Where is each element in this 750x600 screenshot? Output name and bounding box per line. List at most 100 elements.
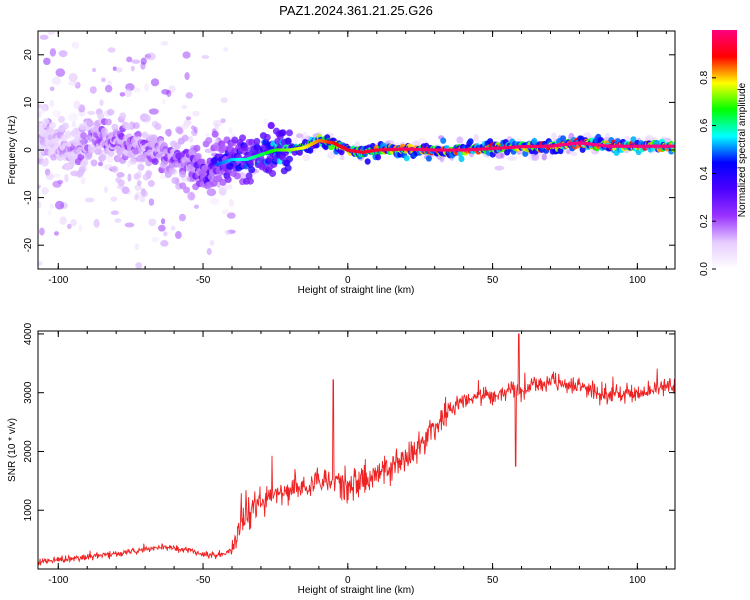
spectrogram-ridge-blob <box>284 137 292 145</box>
spectrogram-ridge-blob <box>86 119 94 127</box>
spectrogram-ridge-blob <box>145 170 153 178</box>
spectrogram-speckle <box>144 83 149 92</box>
spectrogram-ridge-blob <box>248 138 256 146</box>
spectrogram-speckle <box>49 99 55 108</box>
spectrogram-speckle <box>133 87 141 93</box>
spectrogram-ridge-blob <box>263 133 271 141</box>
spectrogram-speckle <box>39 227 45 236</box>
spectrogram-speckle <box>57 179 64 185</box>
spectrogram-ridge-blob <box>211 130 219 138</box>
spectrogram-speckle <box>224 185 231 191</box>
spectrogram-ridge-blob <box>269 170 277 178</box>
spectrogram-speckle <box>551 132 557 140</box>
spectrogram-speckle <box>91 67 97 73</box>
spectrogram-speckle <box>101 77 106 83</box>
spectrogram-speckle <box>87 110 96 116</box>
spectrogram-speckle <box>64 173 69 183</box>
spectrogram-speckle <box>439 156 445 163</box>
spectrogram-speckle <box>182 51 191 59</box>
snr-y-ticks: 1000 2000 3000 4000 <box>23 322 675 521</box>
spectrogram-speckle <box>134 194 139 201</box>
spectrogram-speckle <box>456 136 464 144</box>
colorbar-scale <box>712 30 737 269</box>
spectrogram-speckle <box>58 50 68 58</box>
spectrogram-speckle <box>114 218 122 223</box>
spectrogram-speckle <box>185 116 192 121</box>
spectrogram-ridge-blob <box>147 179 155 187</box>
spectrogram-speckle <box>160 218 166 225</box>
spectrogram-ridge-blob <box>124 123 132 131</box>
spectrogram-speckle <box>73 100 81 110</box>
spectrogram-speckle <box>212 120 222 127</box>
spectrogram-speckle <box>148 198 155 206</box>
spectrogram-ridge-blob <box>38 110 42 118</box>
spectrogram-speckle <box>140 57 147 65</box>
spectrogram-ridge-blob <box>132 147 140 155</box>
spectrogram-speckle <box>302 153 311 162</box>
spectrogram-speckle <box>180 124 189 130</box>
spectrogram-speckle <box>47 31 56 35</box>
spectrogram-y-axis-label: Frequency (Hz) <box>7 116 18 185</box>
spectrogram-speckle <box>201 54 210 60</box>
spectrogram-speckle <box>130 65 135 72</box>
spectrogram-speckle <box>210 281 217 288</box>
spectrogram-ridge-blob <box>94 148 102 156</box>
spectrogram-ridge-blob <box>141 131 149 139</box>
colorbar-tick-label: 0.6 <box>699 118 710 132</box>
spectrogram-ridge-blob <box>239 134 247 142</box>
spectrogram-ridge-blob <box>155 152 163 160</box>
spectrogram-speckle <box>107 80 113 86</box>
spectrogram-speckle <box>220 97 228 104</box>
spectrogram-speckle <box>41 18 50 24</box>
spectrogram-speckle <box>49 86 55 92</box>
spectrogram-speckle <box>51 76 62 86</box>
spectrogram-ridge-blob <box>458 155 465 163</box>
spectrogram-speckle <box>68 112 78 122</box>
spectrogram-ridge-blob <box>219 178 227 186</box>
spectrogram-speckle <box>53 173 61 178</box>
spectrogram-x-ticks: -100 -50 0 50 100 <box>48 31 667 286</box>
spectrogram-speckle <box>163 231 168 237</box>
spectrogram-speckle <box>178 213 186 222</box>
spectrogram-ridge-blob <box>284 164 292 172</box>
colorbar: 0.0 0.2 0.4 0.6 0.8 Normalized spectral ampl… <box>699 30 748 276</box>
spectrogram-ridge-blob <box>107 149 115 157</box>
spectrogram-ridge-blob <box>42 118 50 126</box>
spectrogram-speckle <box>106 154 114 164</box>
spectrogram-ridge-blob <box>364 158 371 165</box>
spectrogram-speckle <box>494 165 505 171</box>
spectrogram-speckle <box>181 104 188 110</box>
spectrogram-ridge-blob <box>151 157 159 165</box>
spectrogram-speckle <box>115 67 123 73</box>
spectrogram-speckle <box>49 48 57 57</box>
y-tick-label: -20 <box>23 238 34 253</box>
spectrogram-ridge-blob <box>78 165 86 173</box>
spectrogram-ridge-blob <box>173 142 181 150</box>
spectrogram-speckle <box>188 135 194 143</box>
spectrogram-ridge-blob <box>193 144 201 152</box>
spectrogram-speckle <box>495 151 504 159</box>
spectrogram-ridge-blob <box>467 138 474 145</box>
spectrogram-speckle <box>59 216 67 225</box>
spectrogram-speckle <box>110 196 118 202</box>
x-tick-label: 50 <box>487 275 499 286</box>
spectrogram-speckle <box>531 153 540 161</box>
y-tick-label: 10 <box>23 96 34 108</box>
spectrogram-ridge-blob <box>375 153 382 161</box>
spectrogram-speckle <box>158 224 166 232</box>
x-tick-label: 100 <box>629 575 646 586</box>
spectrogram-speckle <box>119 92 126 97</box>
spectrogram-speckle <box>116 172 125 178</box>
y-tick-label: 1000 <box>23 499 34 522</box>
spectrogram-speckle <box>221 208 230 215</box>
spectrogram-speckle <box>45 173 54 181</box>
snr-panel: -100 -50 0 50 100 1000 2000 3000 4000 Height of… <box>7 322 676 596</box>
spectrogram-blobs <box>38 18 675 288</box>
spectrogram-ridge-blob <box>233 172 241 180</box>
spectrogram-speckle <box>541 153 547 161</box>
spectrogram-ridge-blob <box>183 186 191 194</box>
spectrogram-speckle <box>54 200 65 210</box>
x-tick-label: -50 <box>196 575 211 586</box>
spectrogram-speckle <box>150 78 160 87</box>
snr-series-line <box>38 333 675 566</box>
